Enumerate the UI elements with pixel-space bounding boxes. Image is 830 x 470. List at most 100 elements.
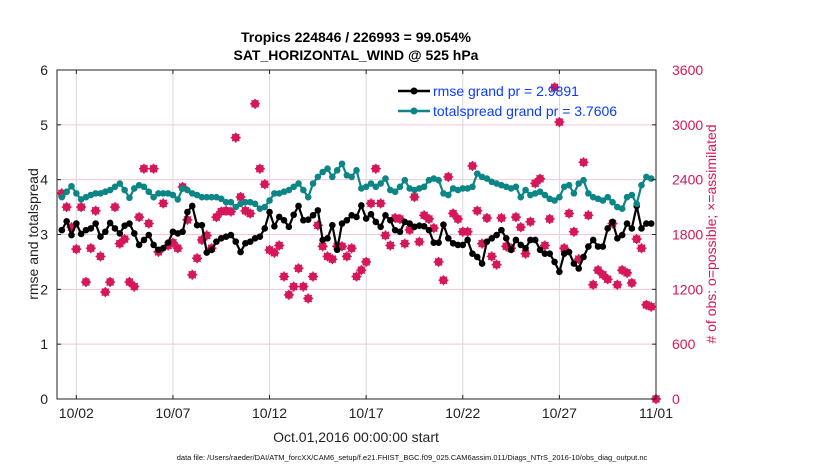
- obs-count-point: [351, 271, 362, 282]
- totalspread-point: [232, 203, 240, 211]
- obs-count-point: [346, 243, 357, 254]
- totalspread-point: [227, 198, 235, 206]
- obs-assimilated-marker: [105, 277, 116, 288]
- obs-assimilated-marker: [646, 301, 657, 312]
- totalspread-point: [628, 191, 636, 199]
- rmse-point: [498, 226, 505, 234]
- obs-assimilated-marker: [303, 293, 314, 304]
- rmse-point: [522, 244, 529, 252]
- rmse-point: [362, 215, 370, 222]
- totalspread-point: [266, 197, 273, 204]
- totalspread-point: [585, 190, 592, 197]
- rmse-point: [531, 236, 539, 244]
- obs-assimilated-marker: [172, 243, 183, 254]
- rmse-point: [246, 238, 254, 245]
- obs-assimilated-marker: [245, 208, 256, 219]
- totalspread-point: [150, 193, 157, 201]
- rmse-point: [444, 235, 452, 242]
- obs-count-point: [535, 173, 546, 184]
- totalspread-point: [116, 180, 124, 187]
- rmse-point: [193, 221, 201, 229]
- obs-assimilated-marker: [486, 251, 497, 262]
- rmse-point: [396, 228, 404, 236]
- obs-assimilated-marker: [124, 277, 135, 288]
- totalspread-point: [473, 170, 481, 177]
- rmse-point: [594, 243, 602, 250]
- obs-count-point: [568, 226, 579, 237]
- totalspread-point: [130, 185, 138, 192]
- totalspread-point: [469, 183, 476, 191]
- obs-count-point: [631, 234, 642, 245]
- obs-count-point: [491, 259, 502, 270]
- rmse-point: [628, 225, 636, 232]
- rmse-point: [338, 220, 346, 227]
- tick-labels: 0 1 2 3 4 5 6 0 600 1200 1800 2400 3000 3600 10/02 10/0…: [40, 62, 703, 421]
- totalspread-point: [362, 183, 370, 191]
- y-tick-label-right: 1200: [672, 281, 703, 297]
- totalspread-point: [483, 175, 491, 182]
- obs-assimilated-marker: [187, 269, 198, 280]
- obs-assimilated-marker: [308, 271, 319, 282]
- obs-assimilated-marker: [433, 256, 444, 267]
- obs-assimilated-marker: [61, 202, 72, 213]
- rmse-point: [502, 235, 510, 242]
- obs-assimilated-marker: [593, 265, 604, 276]
- obs-assimilated-marker: [452, 213, 463, 224]
- y-tick-label-left: 0: [40, 391, 48, 407]
- obs-count-point: [245, 208, 256, 219]
- obs-assimilated-marker: [602, 274, 613, 285]
- obs-count-point: [95, 251, 106, 262]
- obs-count-point: [443, 171, 454, 182]
- rmse-point: [464, 236, 471, 244]
- obs-count-point: [109, 202, 120, 213]
- y-tick-label-right: 0: [672, 391, 680, 407]
- rmse-point: [382, 212, 389, 219]
- totalspread-point: [633, 200, 640, 208]
- chart-title-line1: Tropics 224846 / 226993 = 99.054%: [241, 29, 472, 45]
- obs-assimilated-marker: [167, 237, 178, 248]
- obs-assimilated-marker: [109, 202, 120, 213]
- legend-spread-label: totalspread grand pr = 3.7606: [433, 103, 617, 119]
- obs-assimilated-marker: [568, 226, 579, 237]
- obs-count-point: [341, 251, 352, 262]
- rmse-point: [435, 239, 442, 247]
- rmse-point: [440, 221, 447, 228]
- obs-assimilated-marker: [351, 271, 362, 282]
- totalspread-point: [382, 175, 389, 182]
- obs-count-point: [192, 253, 203, 264]
- obs-count-point: [525, 216, 536, 227]
- obs-count-point: [385, 240, 396, 251]
- totalspread-point: [570, 190, 578, 197]
- obs-assimilated-marker: [269, 247, 280, 258]
- rmse-point: [420, 222, 428, 230]
- obs-assimilated-marker: [477, 238, 488, 249]
- obs-count-point: [472, 205, 483, 216]
- obs-count-point: [80, 277, 91, 288]
- obs-count-point: [544, 213, 555, 224]
- rmse-point: [102, 228, 109, 236]
- obs-count-series: [56, 82, 661, 404]
- obs-assimilated-marker: [337, 241, 348, 252]
- obs-assimilated-marker: [216, 206, 227, 217]
- rmse-point: [237, 248, 244, 256]
- obs-count-point: [433, 256, 444, 267]
- obs-count-point: [554, 117, 565, 128]
- obs-count-point: [559, 243, 570, 254]
- obs-count-point: [259, 179, 270, 190]
- totalspread-point: [420, 183, 428, 191]
- totalspread-point: [68, 182, 75, 190]
- obs-assimilated-marker: [259, 179, 270, 190]
- obs-assimilated-marker: [501, 241, 512, 252]
- totalspread-point: [309, 180, 317, 187]
- totalspread-point: [290, 183, 298, 191]
- rmse-point: [406, 220, 413, 227]
- obs-count-point: [303, 293, 314, 304]
- totalspread-point: [372, 183, 380, 191]
- obs-count-point: [520, 248, 531, 259]
- rmse-point: [575, 265, 583, 272]
- rmse-point: [565, 248, 573, 256]
- obs-assimilated-marker: [419, 210, 430, 221]
- totalspread-point: [155, 190, 162, 197]
- obs-assimilated-marker: [293, 263, 304, 274]
- obs-count-point: [612, 279, 623, 290]
